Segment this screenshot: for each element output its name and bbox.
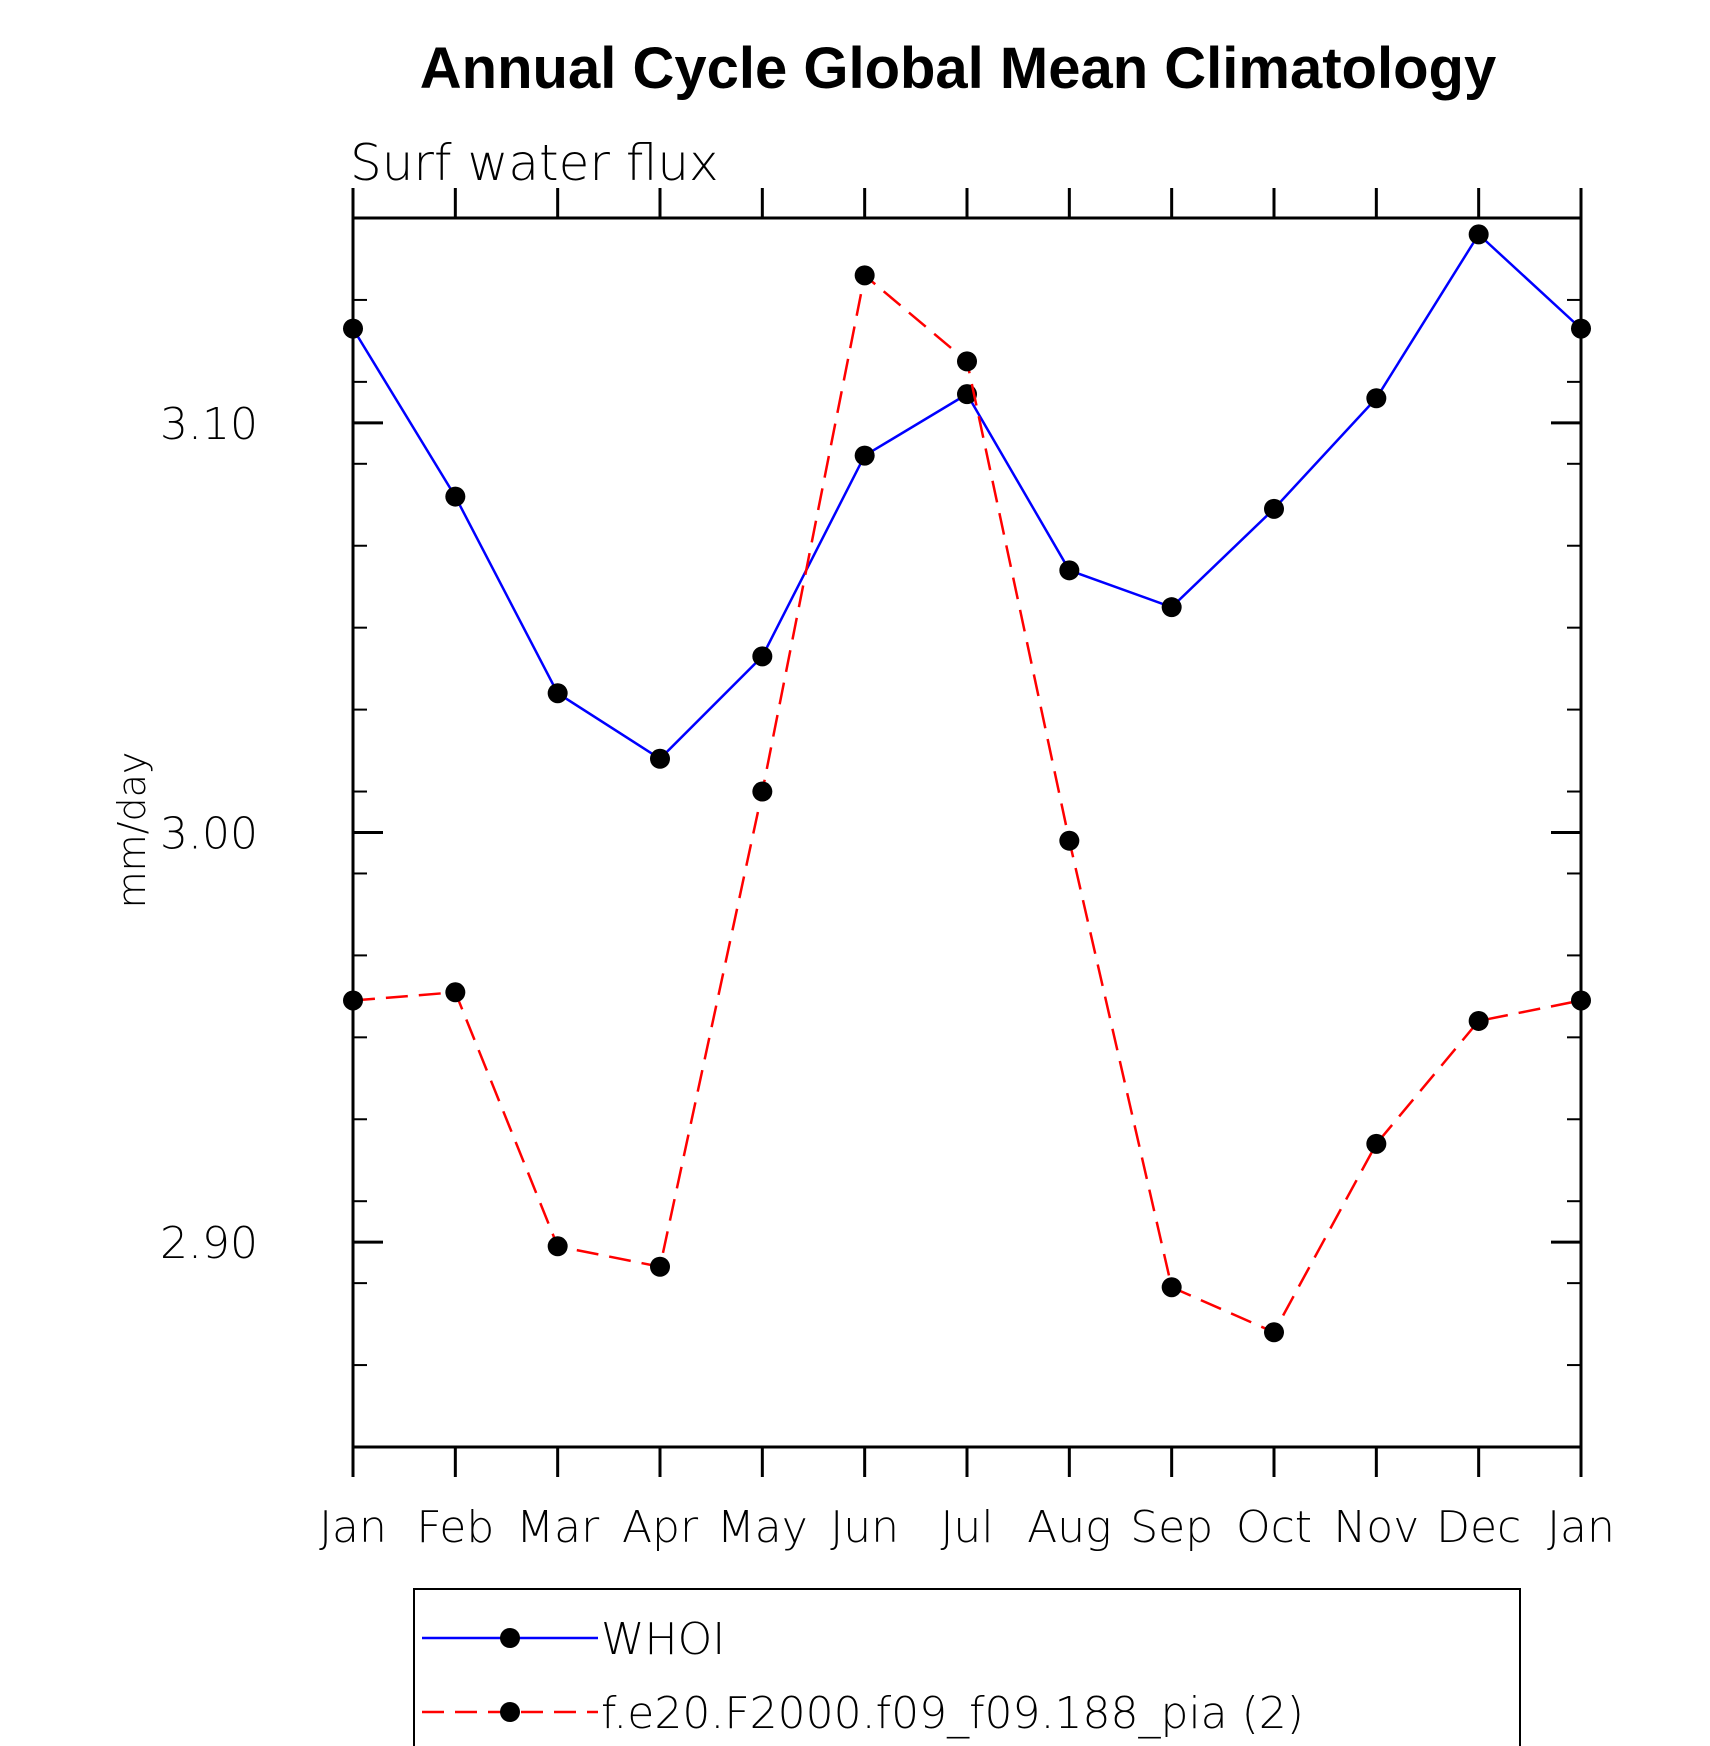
- x-tick-label: Dec: [1436, 1502, 1521, 1553]
- x-tick-label: Jan: [319, 1502, 387, 1553]
- x-tick-label: Jan: [1547, 1502, 1615, 1553]
- x-tick-label: Apr: [622, 1502, 699, 1553]
- series-2-point: [1468, 1010, 1489, 1031]
- y-axis-label: mm/day: [110, 752, 154, 909]
- chart-title: Annual Cycle Global Mean Climatology: [420, 36, 1496, 101]
- series-line-2: [352, 273, 1582, 1334]
- series-1-point: [547, 683, 568, 704]
- series-2-point: [1366, 1133, 1387, 1154]
- series-1-point: [1161, 597, 1182, 618]
- legend-marker-2: [500, 1702, 520, 1722]
- series-2-point: [650, 1256, 670, 1277]
- legend-items: WHOI f.e20.F2000.f09_f09.188_pia (2): [422, 1614, 1304, 1739]
- series-1-point: [445, 486, 466, 507]
- x-tick-label: Nov: [1333, 1502, 1419, 1553]
- series-2-point: [445, 982, 466, 1003]
- plot-frame: [351, 216, 1583, 1449]
- x-tick-label: Sep: [1130, 1502, 1213, 1553]
- y-tick-label: 2.90: [160, 1218, 258, 1269]
- x-tick-label: Feb: [416, 1502, 494, 1553]
- series-2-point: [957, 351, 977, 372]
- x-tick-labels: Jan Feb Mar Apr May Jun Jul Aug Sep Oct Nov Dec Jan: [319, 1502, 1615, 1553]
- x-tick-label: Aug: [1027, 1502, 1111, 1553]
- y-tick-label: 3.10: [160, 399, 258, 450]
- series-1-point: [1264, 498, 1284, 519]
- legend: WHOI f.e20.F2000.f09_f09.188_pia (2): [413, 1588, 1521, 1746]
- legend-label-1: WHOI: [601, 1614, 725, 1665]
- series-2-point: [547, 1236, 568, 1257]
- series-1-point: [1366, 388, 1387, 409]
- series-2-point: [854, 265, 875, 286]
- series-2-point: [1161, 1277, 1182, 1298]
- x-tick-label: Mar: [516, 1502, 600, 1553]
- series-1-point: [1468, 224, 1489, 245]
- x-tick-label: Oct: [1236, 1502, 1312, 1553]
- x-tick-label: Jun: [830, 1502, 899, 1553]
- series-2-point: [1059, 830, 1080, 851]
- series-1-point: [854, 445, 875, 466]
- series-line-1: [351, 232, 1582, 761]
- series-1-point: [1059, 560, 1080, 581]
- legend-marker-1: [500, 1628, 520, 1648]
- chart-subtitle: Surf water flux: [350, 134, 719, 192]
- legend-box: [413, 1588, 1521, 1746]
- series-1-point: [752, 646, 773, 667]
- series-2-point: [1264, 1322, 1284, 1343]
- series-1-point: [650, 748, 670, 769]
- y-tick-labels: 2.90 3.00 3.10: [160, 399, 258, 1269]
- y-tick-label: 3.00: [160, 809, 258, 860]
- x-tick-label: May: [717, 1502, 808, 1553]
- legend-label-2: f.e20.F2000.f09_f09.188_pia (2): [601, 1688, 1304, 1739]
- series-2-point: [752, 781, 773, 802]
- axis-ticks: [351, 188, 1583, 1477]
- series-layer: [343, 224, 1591, 1343]
- x-tick-label: Jul: [940, 1502, 993, 1553]
